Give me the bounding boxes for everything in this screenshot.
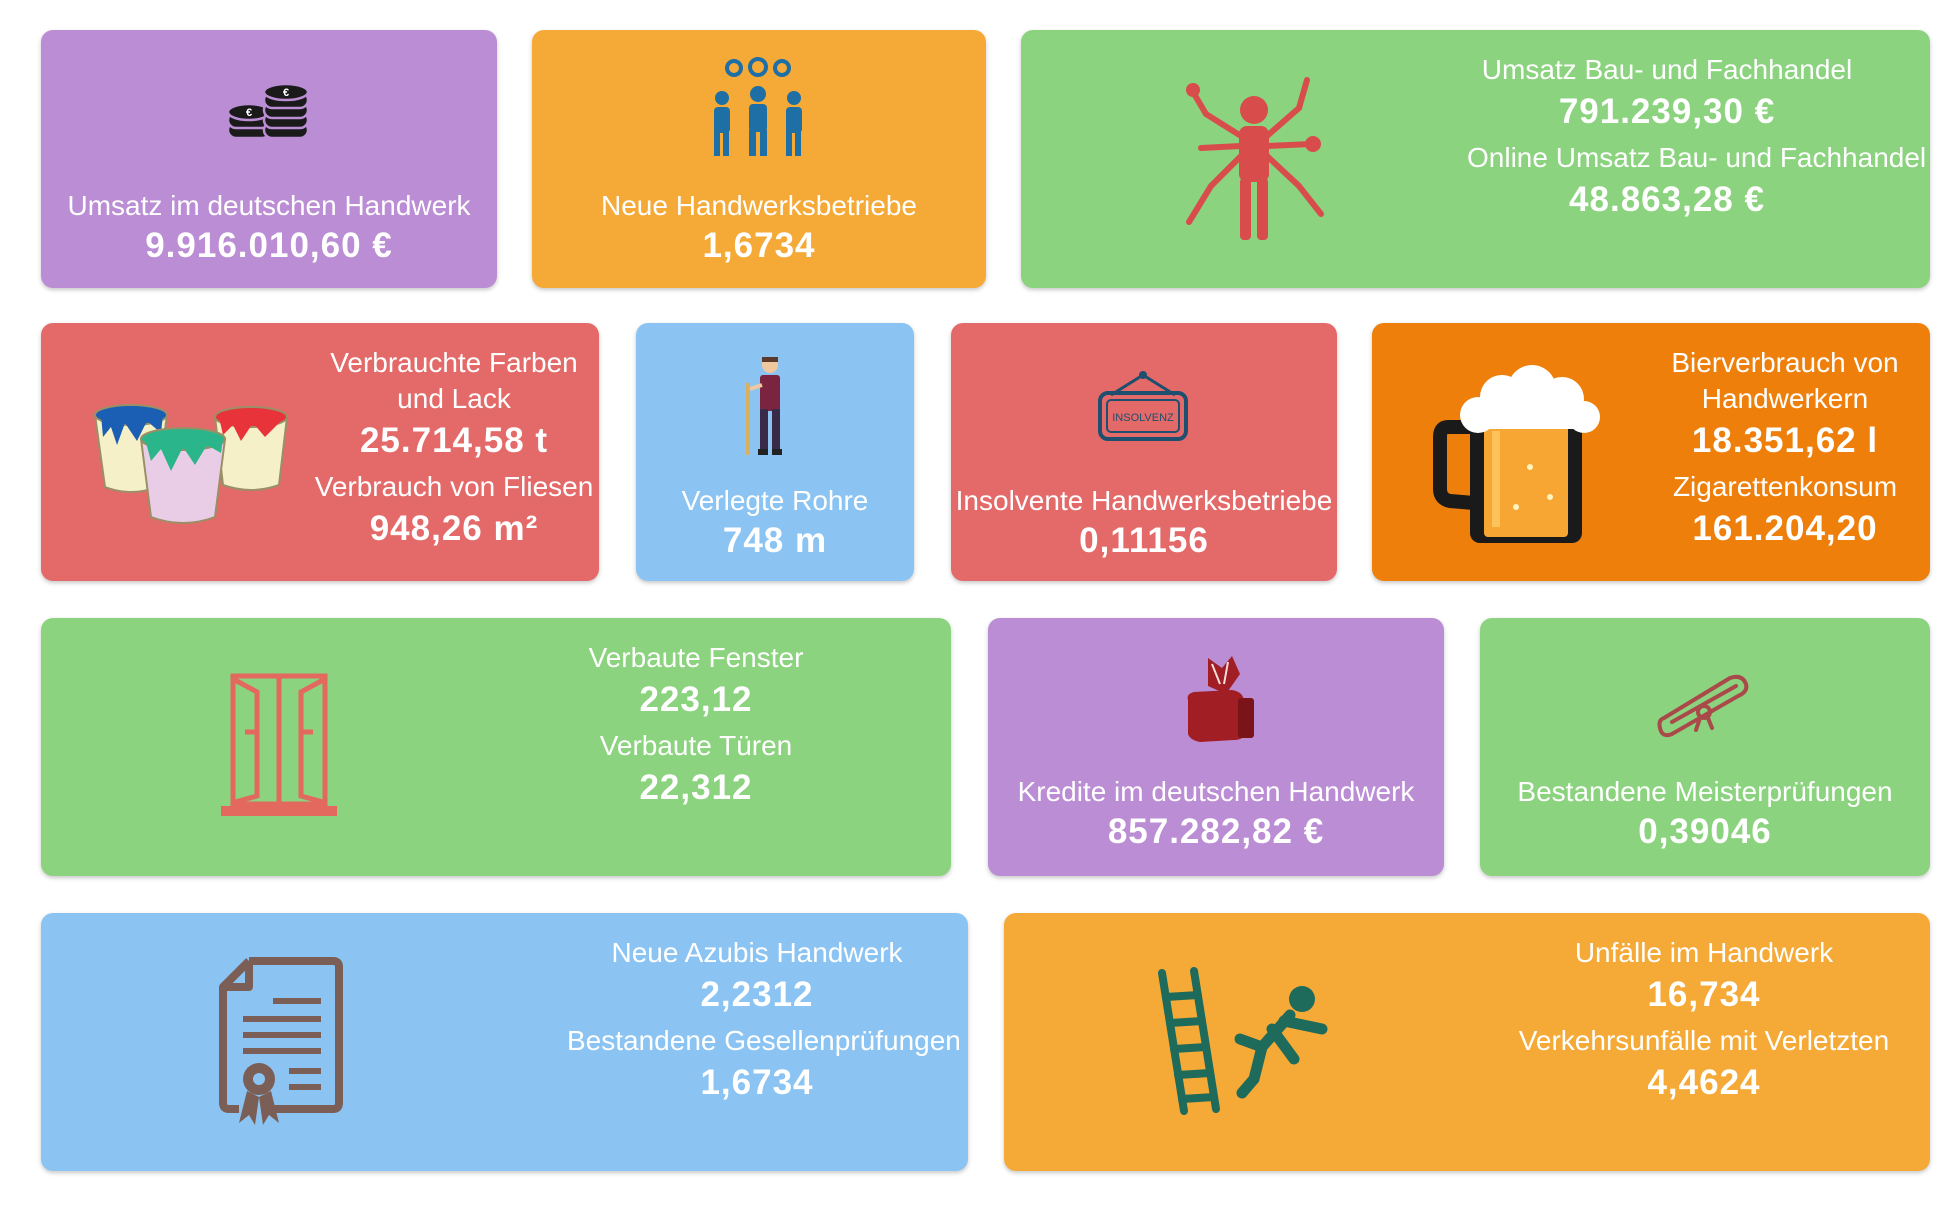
card-value: 4,4624 bbox=[1647, 1063, 1761, 1102]
card-label: Unfälle im Handwerk bbox=[1574, 937, 1834, 968]
card-value: 791.239,30 € bbox=[1558, 92, 1776, 131]
card-umsatz-handwerk: € € Umsatz im deutschen Handwerk 9.916.0… bbox=[41, 30, 497, 288]
card-farben: Verbrauchte Farben und Lack 25.714,58 t … bbox=[41, 323, 599, 581]
card-insolvenz: INSOLVENZ Insolvente Handwerksbetriebe 0… bbox=[951, 323, 1337, 581]
workers-gears-icon bbox=[714, 57, 802, 156]
card-value: 1,6734 bbox=[700, 1063, 814, 1102]
card-label: Bierverbrauch von bbox=[1671, 347, 1899, 378]
card-value: 1,6734 bbox=[702, 226, 816, 265]
info-column: Neue Azubis Handwerk 2,2312 Bestandene G… bbox=[567, 935, 961, 1111]
card-value: 16,734 bbox=[1647, 975, 1761, 1014]
card-value: 857.282,82 € bbox=[1107, 812, 1325, 851]
card-value: 22,312 bbox=[639, 768, 753, 807]
card-label: Verbaute Fenster bbox=[588, 642, 804, 673]
card-neue-betriebe: Neue Handwerksbetriebe 1,6734 bbox=[532, 30, 986, 288]
card-value: 48.863,28 € bbox=[1569, 180, 1765, 219]
card-azubis: Neue Azubis Handwerk 2,2312 Bestandene G… bbox=[41, 913, 968, 1171]
paint-buckets-icon bbox=[93, 404, 289, 524]
card-label: Verbrauchte Farben bbox=[330, 347, 578, 378]
svg-text:€: € bbox=[246, 107, 252, 119]
card-label: Kredite im deutschen Handwerk bbox=[1017, 776, 1415, 807]
insolvenz-sign-icon: INSOLVENZ bbox=[1098, 371, 1188, 441]
card-rohre: Verlegte Rohre 748 m bbox=[636, 323, 914, 581]
card-label: Neue Handwerksbetriebe bbox=[601, 190, 917, 221]
card-value: 161.204,20 bbox=[1692, 509, 1878, 548]
card-bau-fachhandel: Umsatz Bau- und Fachhandel 791.239,30 € … bbox=[1021, 30, 1930, 288]
sign-text: INSOLVENZ bbox=[1112, 412, 1174, 424]
card-meister: Bestandene Meisterprüfungen 0,39046 bbox=[1480, 618, 1930, 876]
svg-text:€: € bbox=[283, 87, 289, 99]
card-label: Verbrauch von Fliesen bbox=[314, 471, 594, 502]
beer-mug-icon bbox=[1433, 365, 1600, 543]
card-value: 0,11156 bbox=[1079, 521, 1209, 560]
info-column: Verbaute Fenster 223,12 Verbaute Türen 2… bbox=[536, 640, 856, 816]
card-value: 948,26 m² bbox=[369, 509, 539, 548]
card-unfaelle: Unfälle im Handwerk 16,734 Verkehrsunfäl… bbox=[1004, 913, 1930, 1171]
card-label: Insolvente Handwerksbetriebe bbox=[955, 485, 1333, 516]
card-label: Online Umsatz Bau- und Fachhandel bbox=[1467, 142, 1927, 173]
card-label: Verlegte Rohre bbox=[681, 485, 869, 516]
card-value: 9.916.010,60 € bbox=[145, 226, 393, 265]
multitool-worker-icon bbox=[1186, 77, 1324, 240]
card-value: 2,2312 bbox=[700, 975, 814, 1014]
card-value: 0,39046 bbox=[1638, 812, 1772, 851]
card-fenster: Verbaute Fenster 223,12 Verbaute Türen 2… bbox=[41, 618, 951, 876]
ladder-fall-icon bbox=[1158, 967, 1328, 1115]
card-label: Verkehrsunfälle mit Verletzten bbox=[1518, 1025, 1890, 1056]
card-kredite: Kredite im deutschen Handwerk 857.282,82… bbox=[988, 618, 1444, 876]
info-column: Bierverbrauch von Handwerkern 18.351,62 … bbox=[1640, 345, 1930, 557]
card-label: Umsatz Bau- und Fachhandel bbox=[1481, 54, 1853, 85]
plumber-icon bbox=[746, 357, 782, 455]
diploma-scroll-icon bbox=[1657, 674, 1749, 738]
certificate-icon bbox=[219, 957, 343, 1125]
window-icon bbox=[221, 673, 337, 816]
card-label: Verbaute Türen bbox=[599, 730, 793, 761]
card-label: Zigarettenkonsum bbox=[1672, 471, 1898, 502]
card-label: Bestandene Meisterprüfungen bbox=[1517, 776, 1893, 807]
card-label: Handwerkern bbox=[1701, 383, 1869, 414]
card-label: Umsatz im deutschen Handwerk bbox=[67, 190, 471, 221]
card-label: Neue Azubis Handwerk bbox=[611, 937, 903, 968]
info-column: Verbrauchte Farben und Lack 25.714,58 t … bbox=[309, 345, 599, 557]
card-value: 223,12 bbox=[639, 680, 753, 719]
card-bier: Bierverbrauch von Handwerkern 18.351,62 … bbox=[1372, 323, 1930, 581]
card-value: 25.714,58 t bbox=[359, 421, 549, 460]
card-value: 748 m bbox=[722, 521, 828, 560]
info-column: Umsatz Bau- und Fachhandel 791.239,30 € … bbox=[1467, 52, 1927, 228]
money-hand-icon bbox=[1187, 656, 1254, 742]
card-value: 18.351,62 l bbox=[1691, 421, 1879, 460]
coins-icon: € € bbox=[226, 82, 310, 140]
card-label: Bestandene Gesellenprüfungen bbox=[567, 1025, 961, 1056]
card-label: und Lack bbox=[397, 383, 511, 414]
info-column: Unfälle im Handwerk 16,734 Verkehrsunfäl… bbox=[1514, 935, 1894, 1111]
